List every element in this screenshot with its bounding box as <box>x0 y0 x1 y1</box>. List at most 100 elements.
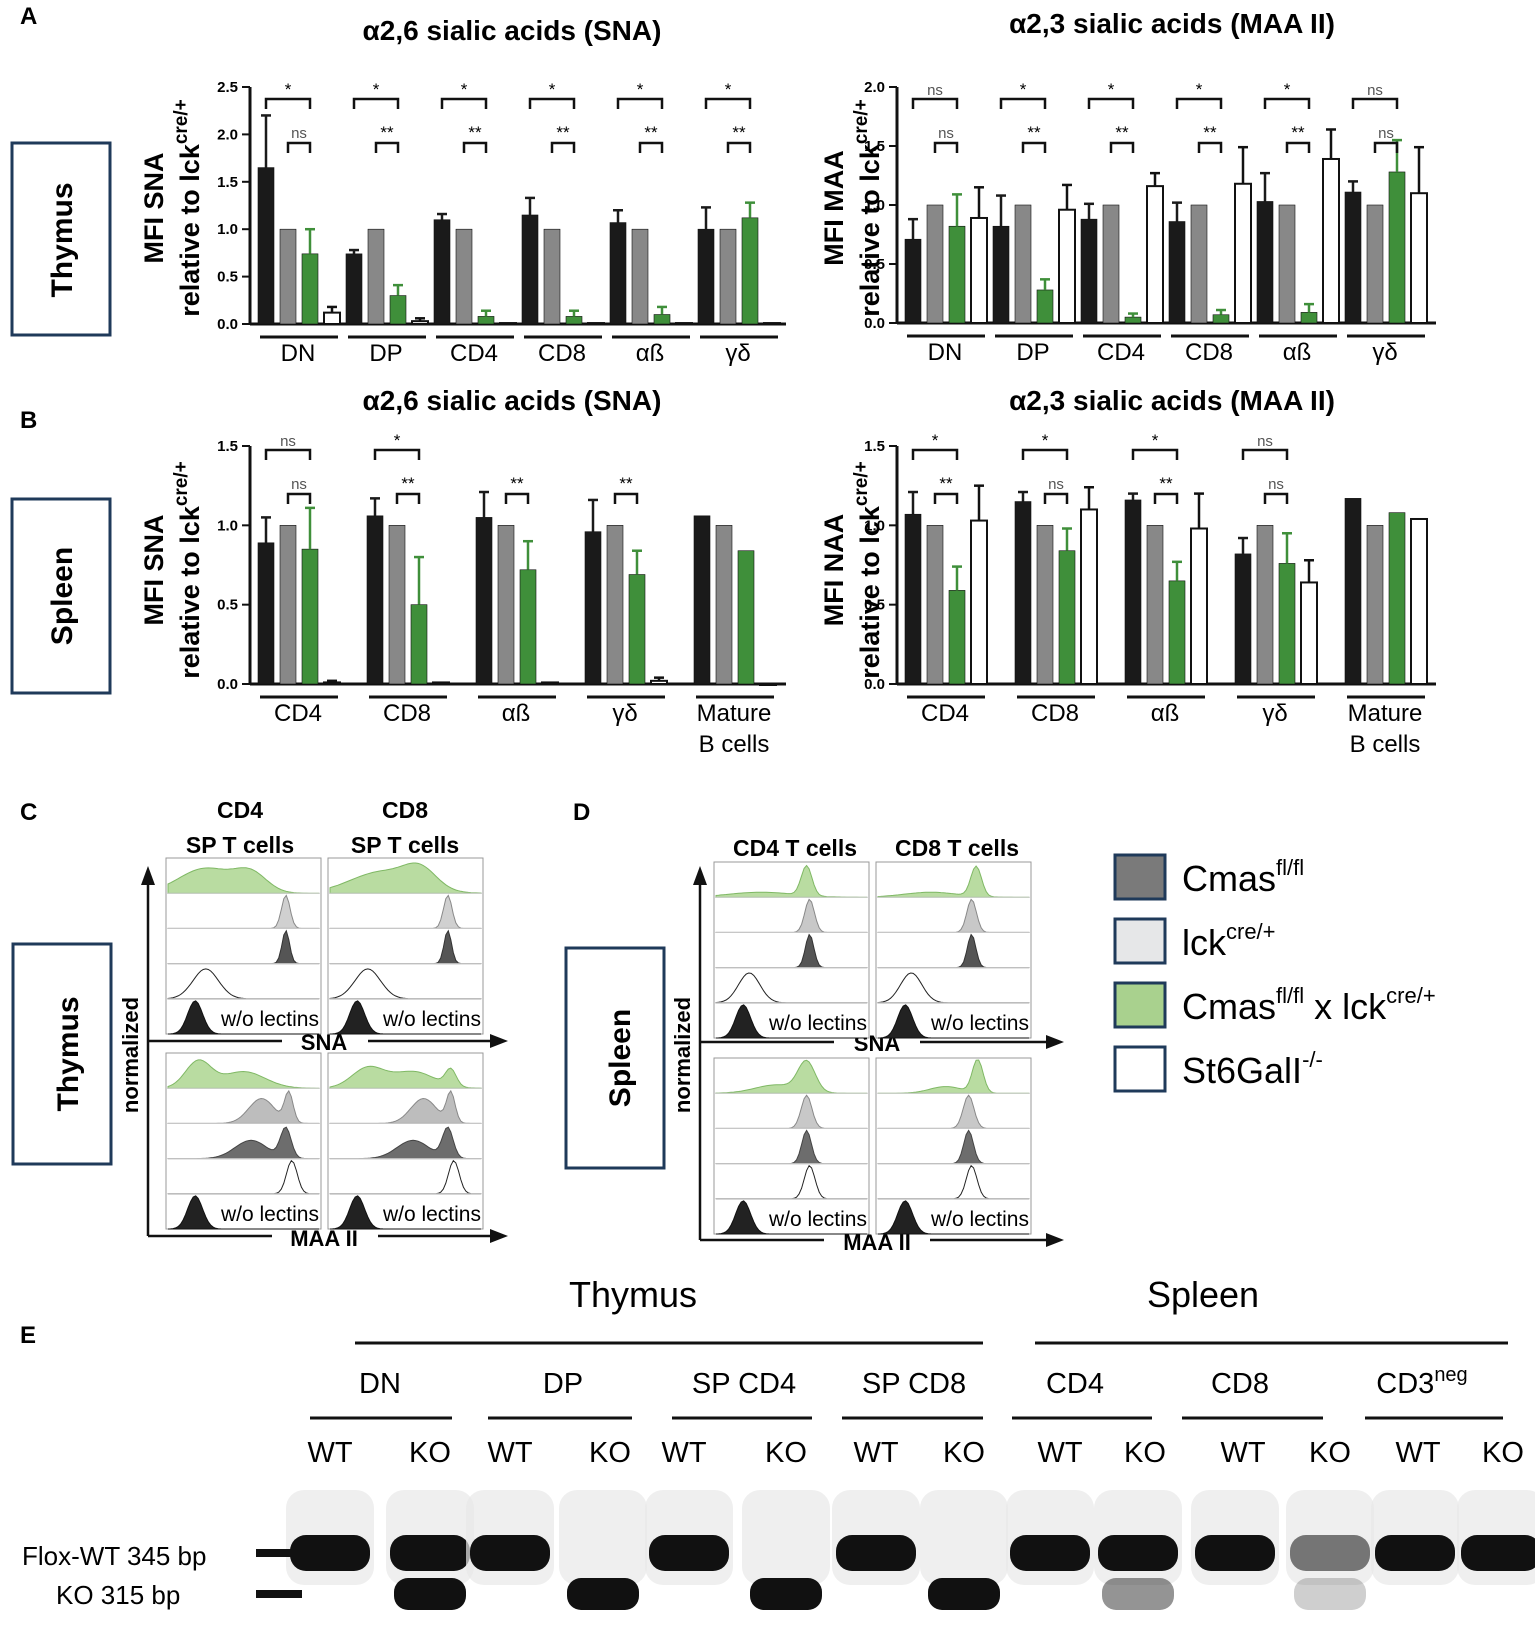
sig-bracket-lower <box>286 492 312 504</box>
bar-Mature-s0 <box>1344 498 1362 685</box>
y-tick-label: 0.0 <box>864 315 885 332</box>
y-tick-label: 0.5 <box>864 256 885 273</box>
gel-group-text: SP CD4 <box>692 1368 796 1400</box>
y-axis-label-sup: cre/+ <box>851 99 872 144</box>
bar-CD8-s3 <box>1234 182 1252 324</box>
category-label: DN <box>928 339 963 366</box>
legend-base: St6GalI <box>1182 1050 1302 1091</box>
sig-bracket-upper <box>1263 97 1311 109</box>
category-label: CD8 <box>383 700 431 727</box>
bar-CD8-s2 <box>1058 550 1076 685</box>
bar-γδ-s3 <box>1410 192 1428 324</box>
organ-label-spleen-b: Spleen <box>46 547 79 645</box>
panel-letter-c: C <box>20 799 37 826</box>
y-axis-label-line2: relative to lck <box>855 505 885 679</box>
y-axis-label: MFI SNA relative to lckcre/+ <box>139 461 205 679</box>
chart-a-maa: α2,3 sialic acids (MAA II) MFI MAA relativ… <box>819 8 1436 366</box>
category-label: CD8 <box>538 340 586 367</box>
bar-DN-s1 <box>279 228 297 325</box>
bar-αß-s0 <box>475 517 493 685</box>
bar-αß-s3 <box>1322 157 1340 324</box>
sig-label-upper: * <box>394 431 401 450</box>
histogram-trace <box>329 862 482 894</box>
histogram-col2-title: CD8 <box>382 797 428 823</box>
gel-lane-label: WT <box>487 1437 532 1469</box>
gel-group-text: SP CD8 <box>862 1368 966 1400</box>
y-tick-label: 1.0 <box>864 197 885 214</box>
bar-DN-s3 <box>970 216 988 324</box>
legend-swatch-1 <box>1113 917 1167 965</box>
sig-label-lower: ** <box>1027 123 1041 142</box>
sig-label-lower: ** <box>510 474 524 493</box>
bar-CD4-s0 <box>433 219 451 325</box>
gel-band-flox <box>290 1535 370 1571</box>
gel-lane-label: KO <box>765 1437 807 1469</box>
bar-DN-s3 <box>323 311 341 325</box>
gel-group-text: CD4 <box>1046 1368 1104 1400</box>
legend-label-0: Cmasfl/fl <box>1182 855 1304 899</box>
category-label-mature: Mature <box>1348 700 1423 727</box>
sig-bracket-upper <box>1241 448 1289 460</box>
bar-CD4-s2 <box>948 590 966 685</box>
category-label: αß <box>1151 700 1180 727</box>
legend-sup: fl/fl <box>1276 983 1304 1008</box>
sig-bracket-lower <box>1109 141 1135 153</box>
y-tick-label: 1.5 <box>864 138 885 155</box>
legend-sup: fl/fl <box>1276 855 1304 880</box>
sig-label-lower: ** <box>556 123 570 142</box>
sig-bracket-lower <box>638 141 664 153</box>
label-bg <box>272 1226 378 1246</box>
histogram-label-wo-lectins: w/o lectins <box>220 1008 319 1031</box>
bar-γδ-s2 <box>741 217 759 325</box>
chart-a-sna: α2,6 sialic acids (SNA) MFI SNA relative t… <box>139 15 786 367</box>
label-bg <box>282 1031 368 1051</box>
sig-label-lower: ns <box>1048 476 1064 493</box>
bar-γδ-s2 <box>1388 171 1406 324</box>
bar-γδ-s0 <box>697 228 715 325</box>
chart-title: α2,3 sialic acids (MAA II) <box>1009 385 1335 416</box>
gel-group-label: CD8 <box>1211 1368 1269 1400</box>
bar-γδ-s2 <box>628 574 646 685</box>
arrow-right-icon <box>1046 1233 1064 1247</box>
bar-CD8-s3 <box>587 322 605 326</box>
bar-γδ-s0 <box>1344 191 1362 324</box>
legend-base2: x lck <box>1304 986 1387 1027</box>
bar-αß-s1 <box>1278 204 1296 324</box>
sig-label-lower: ** <box>1203 123 1217 142</box>
bar-Mature-s3 <box>1410 517 1428 686</box>
bar-γδ-s1 <box>606 525 624 685</box>
sig-label-upper: * <box>1152 431 1159 450</box>
histogram-x-label-maa: MAA II <box>290 1226 358 1251</box>
gel-lane-label: WT <box>661 1437 706 1469</box>
sig-bracket-lower <box>550 141 576 153</box>
sig-label-upper: * <box>1020 80 1027 99</box>
bar-DP-s1 <box>367 228 385 325</box>
gel-band-ko <box>1102 1578 1174 1610</box>
histogram-label-wo-lectins: w/o lectins <box>382 1008 481 1031</box>
gel-band-ko <box>394 1578 466 1610</box>
sig-bracket-upper <box>704 97 752 109</box>
sig-label-lower: ** <box>468 123 482 142</box>
bar-γδ-s0 <box>584 531 602 685</box>
y-tick-label: 1.5 <box>217 174 238 191</box>
category-label-bcells: B cells <box>1350 731 1421 758</box>
histogram-col1-title: CD4 T cells <box>733 835 857 861</box>
sig-bracket-upper <box>1087 97 1135 109</box>
bar-CD4-s0 <box>904 513 922 685</box>
legend-sup2: cre/+ <box>1386 983 1436 1008</box>
gel-group-text: CD8 <box>1211 1368 1269 1400</box>
sig-label-lower: ** <box>1291 123 1305 142</box>
gel-group-label: CD3neg <box>1376 1364 1467 1400</box>
gel-group-sup: neg <box>1434 1364 1467 1386</box>
sig-label-upper: * <box>725 80 732 99</box>
y-axis-label-line2: relative to lck <box>855 143 885 317</box>
panel-letter-a: A <box>20 3 37 30</box>
sig-label-upper: ns <box>1257 433 1273 450</box>
bar-Mature-s2 <box>1388 512 1406 685</box>
category-label: αß <box>502 700 531 727</box>
sig-bracket-upper <box>352 97 400 109</box>
histogram-y-label: normalized <box>670 997 695 1113</box>
bar-αß-s3 <box>1190 527 1208 685</box>
y-axis-label-line1: MFI NAA <box>819 514 849 626</box>
gel-group-label: CD4 <box>1046 1368 1104 1400</box>
